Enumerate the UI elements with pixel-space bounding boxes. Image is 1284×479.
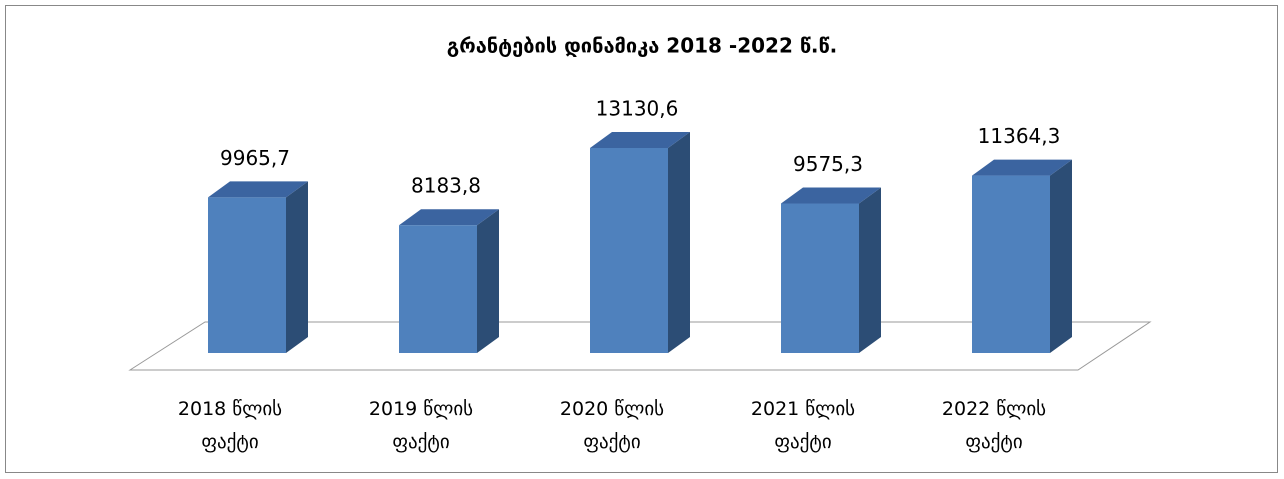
value-label: 9965,7 xyxy=(220,146,290,170)
x-tick-label: 2022 წლის ფაქტი xyxy=(941,398,1047,453)
value-label: 9575,3 xyxy=(793,152,863,176)
x-tick-label: 2018 წლის ფაქტი xyxy=(177,398,283,453)
bar xyxy=(208,197,286,353)
bar-side xyxy=(286,181,308,353)
bar-top xyxy=(781,187,881,204)
value-label: 11364,3 xyxy=(978,124,1061,148)
bar xyxy=(972,175,1050,353)
bar-top xyxy=(972,159,1072,176)
bar-side xyxy=(859,187,881,353)
bar-top xyxy=(399,209,499,226)
bar xyxy=(399,225,477,353)
bar-top xyxy=(590,132,690,148)
value-label: 13130,6 xyxy=(596,97,679,121)
bar xyxy=(781,203,859,353)
value-label: 8183,8 xyxy=(411,174,481,198)
bar-side xyxy=(668,132,690,353)
bar-side xyxy=(1050,159,1072,353)
x-tick-label: 2021 წლის ფაქტი xyxy=(750,398,856,453)
x-tick-label: 2019 წლის ფაქტი xyxy=(368,398,474,453)
bar-side xyxy=(477,209,499,353)
bar xyxy=(590,148,668,353)
bar-top xyxy=(208,181,308,198)
chart-title: გრანტების დინამიკა 2018 -2022 წ.წ. xyxy=(447,34,837,58)
x-tick-label: 2020 წლის ფაქტი xyxy=(559,398,665,453)
